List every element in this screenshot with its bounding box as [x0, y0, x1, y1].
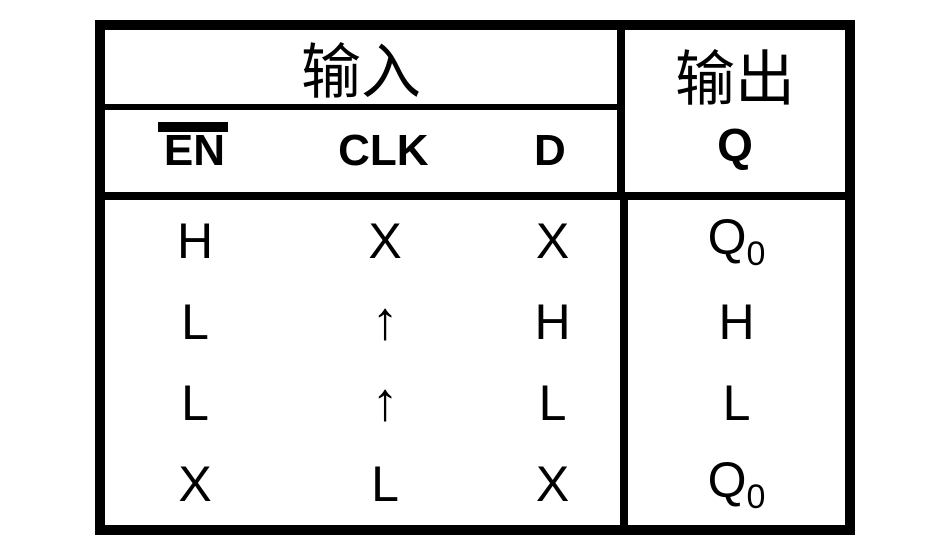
cell-en: H: [105, 212, 285, 270]
col-header-en: EN: [105, 126, 284, 176]
table-header: 输入 EN CLK D 输出 Q: [105, 30, 845, 200]
col-header-d: D: [483, 126, 617, 176]
col-header-q: Q: [717, 118, 753, 172]
cell-en: X: [105, 455, 285, 513]
en-label: EN: [164, 126, 225, 175]
col-header-clk: CLK: [284, 126, 483, 176]
cell-clk: ↑: [285, 293, 485, 351]
cell-q: L: [628, 374, 845, 432]
input-title: 输入: [301, 24, 421, 111]
cell-en: L: [105, 374, 285, 432]
cell-clk: X: [285, 212, 485, 270]
header-output: 输出 Q: [625, 30, 845, 192]
output-title: 输出: [675, 50, 795, 110]
en-overline: [158, 122, 228, 132]
cell-q: Q0: [628, 451, 845, 517]
vertical-divider: [620, 444, 628, 525]
cell-q: H: [628, 293, 845, 351]
cell-q: Q0: [628, 208, 845, 274]
vertical-divider: [620, 363, 628, 444]
input-title-cell: 输入: [105, 30, 617, 110]
cell-d: X: [485, 212, 620, 270]
cell-clk: ↑: [285, 374, 485, 432]
cell-d: X: [485, 455, 620, 513]
table-row: XLXQ0: [105, 444, 845, 525]
vertical-divider: [620, 281, 628, 362]
input-column-row: EN CLK D: [105, 110, 617, 192]
cell-clk: L: [285, 455, 485, 513]
table-body: HXXQ0L↑HHL↑LLXLXQ0: [105, 200, 845, 525]
vertical-divider: [620, 200, 628, 281]
table-row: HXXQ0: [105, 200, 845, 281]
table-row: L↑LL: [105, 363, 845, 444]
cell-d: H: [485, 293, 620, 351]
cell-d: L: [485, 374, 620, 432]
header-inputs: 输入 EN CLK D: [105, 30, 625, 192]
truth-table: 输入 EN CLK D 输出 Q HXXQ0L↑HHL↑LLXLXQ0: [95, 20, 855, 535]
cell-en: L: [105, 293, 285, 351]
table-row: L↑HH: [105, 281, 845, 362]
